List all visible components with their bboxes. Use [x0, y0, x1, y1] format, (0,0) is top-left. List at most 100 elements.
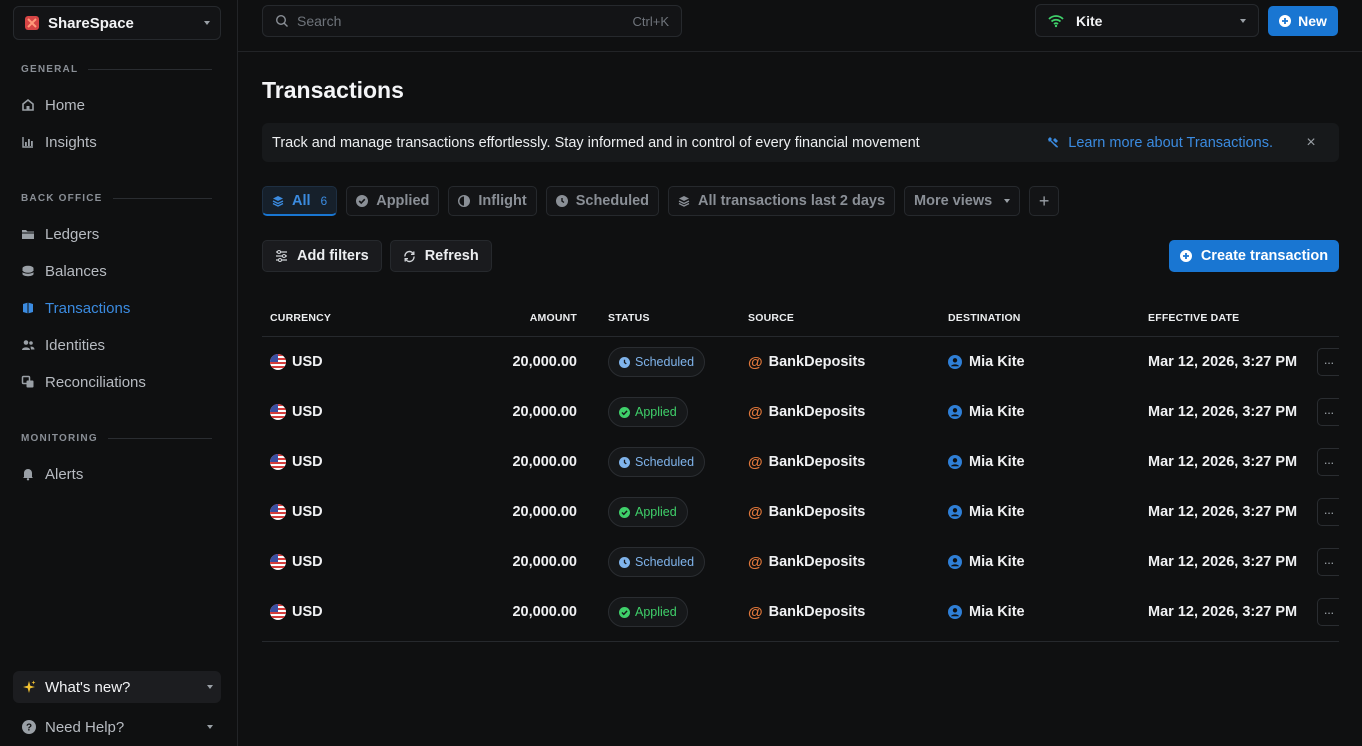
source-cell[interactable]: @ BankDeposits [717, 554, 917, 571]
more-views-dropdown[interactable]: More views [904, 186, 1021, 216]
sidebar: ShareSpace GENERAL Home Insights BACK OF… [0, 0, 238, 746]
sidebar-item-transactions[interactable]: Transactions [21, 296, 221, 320]
refresh-icon [404, 250, 415, 262]
tab-label: All transactions last 2 days [698, 193, 886, 209]
need-help-label: Need Help? [45, 718, 125, 736]
workspace-logo-icon [25, 16, 39, 30]
section-back-office: BACK OFFICE [21, 193, 212, 204]
tab-last-2-days[interactable]: All transactions last 2 days [668, 186, 896, 216]
tab-all[interactable]: All 6 [262, 186, 338, 216]
more-actions-button[interactable]: ··· [1317, 398, 1339, 426]
destination-cell[interactable]: Mia Kite [917, 404, 1117, 420]
workspace-switcher[interactable]: ShareSpace [13, 6, 221, 40]
add-view-button[interactable]: + [1029, 186, 1060, 216]
create-transaction-button[interactable]: Create transaction [1169, 240, 1339, 272]
user-circle-icon [948, 455, 962, 469]
chevron-down-icon [204, 21, 210, 25]
topbar: Ctrl+K Kite New [238, 0, 1362, 52]
tab-scheduled[interactable]: Scheduled [545, 186, 660, 216]
table-row[interactable]: USD 20,000.00 Applied @ BankDeposits Mia… [262, 487, 1339, 537]
sidebar-item-reconciliations[interactable]: Reconciliations [21, 370, 221, 394]
destination-cell[interactable]: Mia Kite [917, 454, 1117, 470]
source-cell[interactable]: @ BankDeposits [717, 404, 917, 421]
sidebar-item-balances[interactable]: Balances [21, 259, 221, 283]
actions-cell: ··· [1292, 448, 1339, 476]
source-cell[interactable]: @ BankDeposits [717, 454, 917, 471]
status-label: Applied [635, 505, 677, 519]
tab-inflight[interactable]: Inflight [448, 186, 537, 216]
status-cell: Applied [577, 397, 717, 427]
more-actions-button[interactable]: ··· [1317, 448, 1339, 476]
at-sign-icon: @ [748, 503, 763, 521]
column-header-destination[interactable]: DESTINATION [948, 312, 1021, 324]
sidebar-item-ledgers[interactable]: Ledgers [21, 222, 221, 246]
table-row[interactable]: USD 20,000.00 Applied @ BankDeposits Mia… [262, 387, 1339, 437]
more-actions-button[interactable]: ··· [1317, 348, 1339, 376]
destination-cell[interactable]: Mia Kite [917, 604, 1117, 620]
table-row[interactable]: USD 20,000.00 Scheduled @ BankDeposits M… [262, 337, 1339, 387]
tab-label: Inflight [478, 193, 527, 209]
source-name: BankDeposits [768, 554, 866, 570]
column-header-currency[interactable]: CURRENCY [270, 312, 332, 324]
status-badge: Scheduled [608, 347, 706, 377]
source-name: BankDeposits [768, 454, 866, 470]
amount-cell: 20,000.00 [512, 604, 577, 620]
column-header-status[interactable]: STATUS [608, 312, 650, 324]
us-flag-icon [270, 604, 286, 620]
status-label: Applied [635, 605, 677, 619]
bell-icon [23, 469, 33, 481]
destination-cell[interactable]: Mia Kite [917, 504, 1117, 520]
currency-code: USD [292, 404, 323, 420]
more-actions-button[interactable]: ··· [1317, 498, 1339, 526]
table-row[interactable]: USD 20,000.00 Applied @ BankDeposits Mia… [262, 587, 1339, 637]
sidebar-item-identities[interactable]: Identities [21, 333, 221, 357]
sidebar-item-alerts[interactable]: Alerts [21, 462, 221, 486]
column-header-source[interactable]: SOURCE [748, 312, 795, 324]
check-circle-icon [619, 406, 630, 418]
currency-code: USD [292, 454, 323, 470]
table-row[interactable]: USD 20,000.00 Scheduled @ BankDeposits M… [262, 537, 1339, 587]
add-filters-button[interactable]: Add filters [262, 240, 382, 272]
users-icon [22, 340, 35, 350]
home-icon [22, 98, 34, 111]
destination-cell[interactable]: Mia Kite [917, 354, 1117, 370]
table-row[interactable]: USD 20,000.00 Scheduled @ BankDeposits M… [262, 437, 1339, 487]
chevron-down-icon [207, 685, 213, 689]
sidebar-item-label: Identities [45, 336, 106, 354]
folder-icon [22, 230, 34, 239]
new-button[interactable]: New [1268, 6, 1338, 36]
chevron-down-icon [207, 725, 213, 729]
need-help-button[interactable]: ? Need Help? [13, 712, 221, 742]
check-circle-icon [619, 506, 630, 518]
source-cell[interactable]: @ BankDeposits [717, 354, 917, 371]
divider [112, 198, 212, 199]
more-actions-button[interactable]: ··· [1317, 548, 1339, 576]
tab-applied[interactable]: Applied [346, 186, 440, 216]
whats-new-button[interactable]: What's new? [13, 671, 221, 703]
divider [107, 438, 212, 439]
column-header-amount[interactable]: AMOUNT [529, 312, 577, 324]
source-cell[interactable]: @ BankDeposits [717, 504, 917, 521]
us-flag-icon [270, 354, 286, 370]
sidebar-item-insights[interactable]: Insights [21, 130, 221, 154]
search-input[interactable] [297, 13, 633, 29]
learn-more-link[interactable]: Learn more about Transactions. [1046, 135, 1273, 151]
close-icon[interactable]: × [1306, 133, 1316, 151]
tab-label: Applied [376, 193, 430, 209]
currency-cell: USD [262, 504, 462, 520]
layers-icon [272, 195, 284, 207]
clock-icon [619, 356, 630, 368]
sidebar-item-home[interactable]: Home [21, 93, 221, 117]
search-shortcut: Ctrl+K [632, 13, 669, 29]
org-switcher[interactable]: Kite [1035, 4, 1259, 37]
database-icon [22, 265, 34, 277]
currency-code: USD [292, 554, 323, 570]
table-header: CURRENCY AMOUNT STATUS SOURCE DESTINATIO… [262, 300, 1339, 337]
destination-cell[interactable]: Mia Kite [917, 554, 1117, 570]
effective-date-cell: Mar 12, 2026, 3:27 PM [1148, 404, 1298, 420]
refresh-button[interactable]: Refresh [389, 240, 492, 272]
source-cell[interactable]: @ BankDeposits [717, 604, 917, 621]
more-actions-button[interactable]: ··· [1317, 598, 1339, 626]
search-box[interactable]: Ctrl+K [262, 5, 682, 37]
column-header-effective-date[interactable]: EFFECTIVE DATE [1148, 312, 1240, 324]
